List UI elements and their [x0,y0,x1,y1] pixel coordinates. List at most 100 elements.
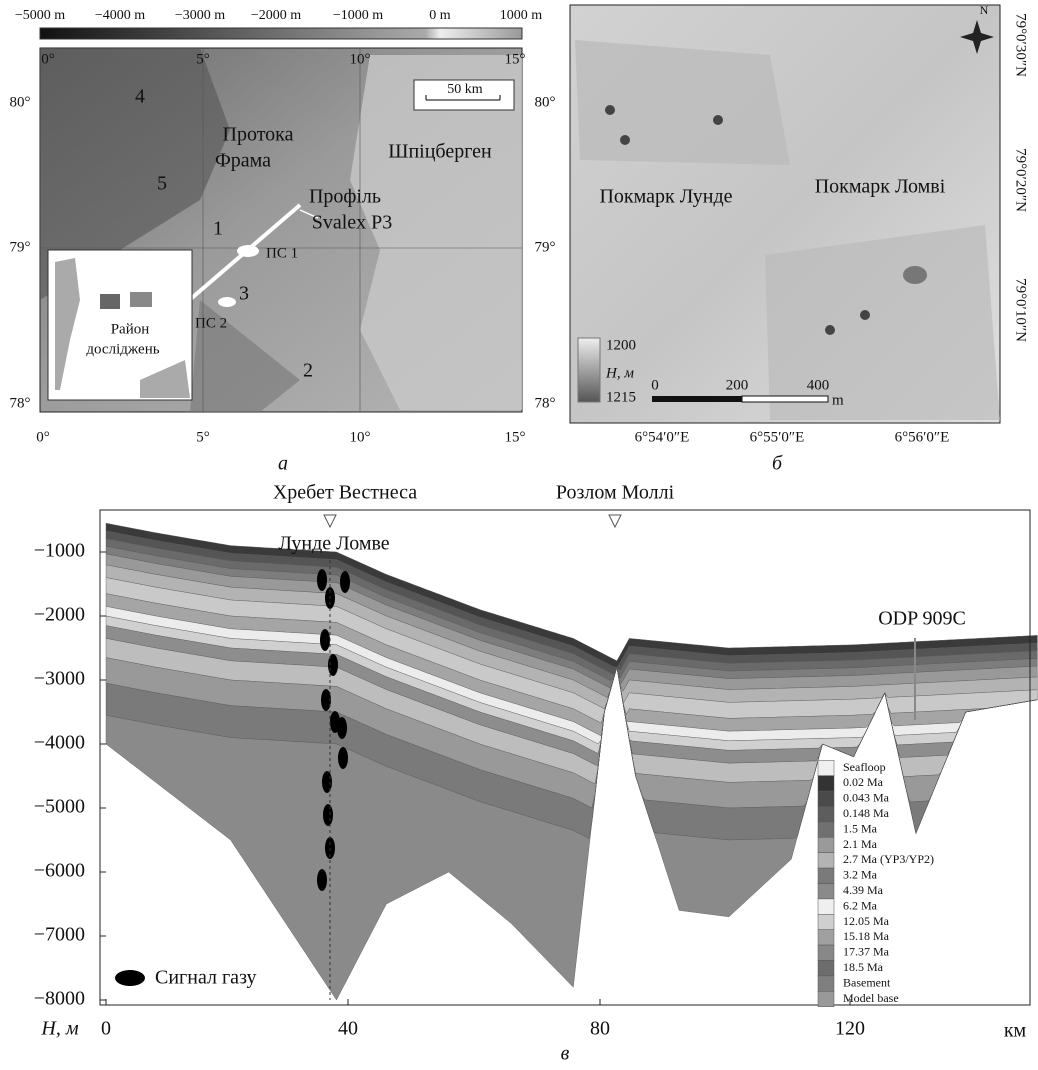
strait-label: Фрама [215,150,271,172]
caption: б [772,453,783,475]
layer-label: Model base [843,991,899,1005]
legend-label: H, м [605,365,634,381]
lon-label: 10° [350,429,371,445]
y-tick-label: −2000 [34,604,85,626]
inset-area [100,294,120,309]
figure: −5000 m−4000 m−3000 m−2000 m−1000 m0 m10… [0,0,1038,1070]
pockmark [903,266,927,284]
pockmark-label: Лунде Ломве [278,533,389,555]
layer-swatch [818,976,834,991]
lon-label: 6°56′0″E [895,429,950,445]
gas-signal [317,569,327,591]
x-tick-label: 0 [101,1018,111,1040]
legend-min: 1215 [606,389,636,405]
y-tick-label: −4000 [34,732,85,754]
layer-label: 3.2 Ma [843,868,878,882]
pockmark [620,135,630,145]
pockmark-label: Покмарк Лунде [599,186,732,208]
y-tick-label: −8000 [34,988,85,1010]
profile-label: Svalex P3 [312,212,393,234]
pockmark [605,105,615,115]
depth-legend [578,338,600,402]
lon-label: 6°55′0″E [750,429,805,445]
scale-label: m [832,392,844,408]
colorbar-label: −2000 m [251,8,301,23]
colorbar-label: −1000 m [333,8,383,23]
colorbar-label: −5000 m [15,8,65,23]
gas-signal [320,629,330,651]
inset-label: досліджень [86,341,159,357]
lat-label: 78° [535,395,556,411]
pockmark [860,310,870,320]
feature-label: Розлом Моллі [556,482,675,504]
lat-label: 79°0′10″N [1013,278,1029,342]
colorbar-label: −4000 m [95,8,145,23]
layer-label: 2.7 Ma (YP3/YP2) [843,852,934,866]
scale-bar [742,396,828,402]
layer-swatch [818,822,834,837]
island-label: Шпіцберген [388,141,492,163]
feature-label: Хребет Вестнеса [273,482,417,504]
lon-label: 15° [505,51,526,67]
colorbar [40,28,522,39]
layer-swatch [818,776,834,791]
colorbar-label: 1000 m [500,8,543,23]
gas-signal [337,717,347,739]
layer-label: 2.1 Ma [843,837,878,851]
layer-swatch [818,807,834,822]
layer-label: 0.02 Ma [843,775,884,789]
layer-label: 4.39 Ma [843,883,884,897]
layer-swatch [818,868,834,883]
layer-label: 1.5 Ma [843,821,878,835]
map-number: 1 [213,218,223,240]
legend-max: 1200 [606,337,636,353]
map-number: 4 [135,86,145,108]
layer-label: 6.2 Ma [843,898,878,912]
site-label: ПС 2 [195,315,227,331]
caption: а [278,453,288,475]
survey-patch [765,225,1000,420]
x-axis-label: км [1004,1020,1027,1042]
lat-label: 79°0′20″N [1013,148,1029,212]
gas-signal [317,869,327,891]
map-number: 3 [239,283,249,305]
layer-swatch [818,760,834,775]
lat-label: 80° [535,94,556,110]
layer-swatch [818,837,834,852]
pockmark [713,115,723,125]
pockmark [825,325,835,335]
lat-label: 80° [10,94,31,110]
layer-label: 18.5 Ma [843,960,884,974]
layer-label: Seafloop [843,760,886,774]
lat-label: 79° [535,239,556,255]
layer-swatch [818,991,834,1006]
layer-swatch [818,930,834,945]
gas-signal [340,571,350,593]
layer-swatch [818,884,834,899]
well-label: ODP 909C [878,608,966,630]
caption: в [561,1043,570,1065]
layer-swatch [818,914,834,929]
layer-swatch [818,899,834,914]
layer-label: 15.18 Ma [843,929,890,943]
lon-label: 6°54′0″E [635,429,690,445]
layer-swatch [818,961,834,976]
gas-legend-label: Сигнал газу [155,967,257,989]
lat-label: 79° [10,239,31,255]
north-label: N [980,3,989,17]
layer-label: 0.043 Ma [843,791,890,805]
lat-label: 79°0′30″N [1013,13,1029,77]
scale-label: 200 [726,377,749,393]
layer-label: Basement [843,975,891,989]
scale-label: 0 [651,377,659,393]
x-tick-label: 120 [835,1018,865,1040]
site [237,245,259,257]
lat-label: 78° [10,395,31,411]
strait-label: Протока [223,124,294,146]
lon-label: 10° [350,51,371,67]
y-tick-label: −1000 [34,540,85,562]
layer-swatch [818,853,834,868]
lon-label: 0° [36,429,50,445]
pockmark-label: Покмарк Ломві [815,176,946,198]
map-number: 5 [157,173,167,195]
